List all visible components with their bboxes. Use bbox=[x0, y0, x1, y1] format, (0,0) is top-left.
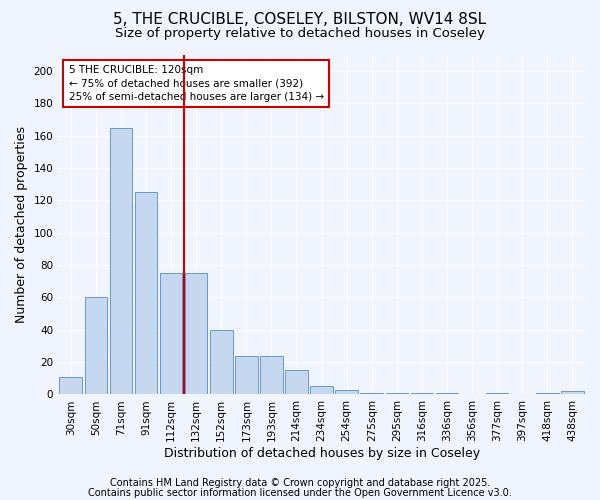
Text: Size of property relative to detached houses in Coseley: Size of property relative to detached ho… bbox=[115, 28, 485, 40]
Y-axis label: Number of detached properties: Number of detached properties bbox=[15, 126, 28, 323]
Bar bbox=[185, 273, 208, 394]
Bar bbox=[361, 393, 383, 394]
Bar bbox=[110, 128, 132, 394]
Bar bbox=[85, 298, 107, 394]
X-axis label: Distribution of detached houses by size in Coseley: Distribution of detached houses by size … bbox=[164, 447, 479, 460]
Bar bbox=[210, 330, 233, 394]
Bar bbox=[235, 356, 257, 395]
Text: Contains public sector information licensed under the Open Government Licence v3: Contains public sector information licen… bbox=[88, 488, 512, 498]
Bar bbox=[134, 192, 157, 394]
Bar bbox=[285, 370, 308, 394]
Bar bbox=[335, 390, 358, 394]
Text: 5, THE CRUCIBLE, COSELEY, BILSTON, WV14 8SL: 5, THE CRUCIBLE, COSELEY, BILSTON, WV14 … bbox=[113, 12, 487, 28]
Bar bbox=[59, 376, 82, 394]
Text: 5 THE CRUCIBLE: 120sqm
← 75% of detached houses are smaller (392)
25% of semi-de: 5 THE CRUCIBLE: 120sqm ← 75% of detached… bbox=[69, 65, 324, 102]
Bar bbox=[410, 393, 433, 394]
Text: Contains HM Land Registry data © Crown copyright and database right 2025.: Contains HM Land Registry data © Crown c… bbox=[110, 478, 490, 488]
Bar bbox=[310, 386, 333, 394]
Bar bbox=[260, 356, 283, 395]
Bar bbox=[436, 393, 458, 394]
Bar bbox=[386, 393, 408, 394]
Bar bbox=[536, 393, 559, 394]
Bar bbox=[561, 391, 584, 394]
Bar bbox=[160, 273, 182, 394]
Bar bbox=[486, 393, 508, 394]
